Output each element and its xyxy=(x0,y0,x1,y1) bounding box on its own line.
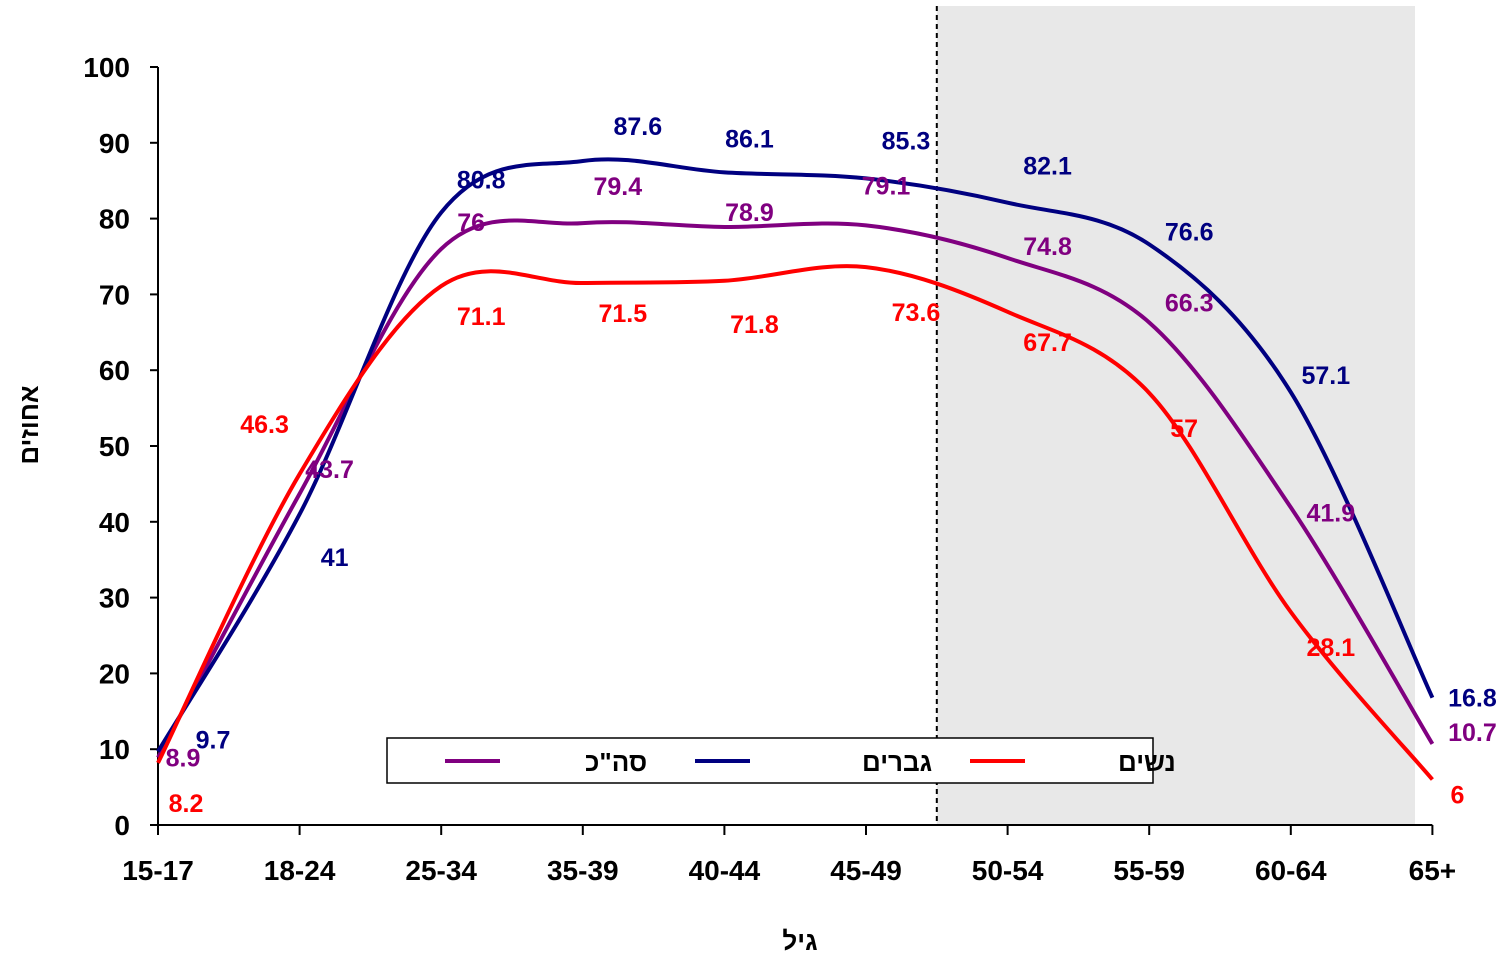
y-tick-label: 30 xyxy=(99,583,130,614)
y-tick-label: 60 xyxy=(99,355,130,386)
data-label: 67.7 xyxy=(1023,329,1072,357)
x-tick-label: 18-24 xyxy=(264,855,336,886)
data-label: 46.3 xyxy=(240,411,289,439)
y-tick-label: 50 xyxy=(99,431,130,462)
legend-label: גברים xyxy=(862,747,932,777)
x-tick-label: 40-44 xyxy=(689,855,761,886)
data-label: 57 xyxy=(1170,415,1198,443)
data-label: 76.6 xyxy=(1165,218,1214,246)
data-label: 73.6 xyxy=(892,299,941,327)
data-label: 78.9 xyxy=(725,199,774,227)
y-tick-label: 10 xyxy=(99,734,130,765)
y-tick-label: 0 xyxy=(114,810,130,841)
x-tick-label: 60-64 xyxy=(1255,855,1327,886)
data-label: 66.3 xyxy=(1165,289,1214,317)
data-label: 6 xyxy=(1450,782,1464,810)
data-label: 16.8 xyxy=(1448,685,1497,713)
legend-label: נשים xyxy=(1118,747,1176,777)
y-tick-label: 40 xyxy=(99,507,130,538)
x-tick-label: 55-59 xyxy=(1113,855,1185,886)
y-tick-label: 20 xyxy=(99,658,130,689)
x-axis-title: גיל xyxy=(782,926,817,956)
data-label: 10.7 xyxy=(1448,719,1497,747)
data-label: 8.2 xyxy=(169,790,204,818)
data-label: 8.9 xyxy=(166,745,201,773)
x-tick-label: 50-54 xyxy=(972,855,1044,886)
y-tick-label: 100 xyxy=(83,52,130,83)
series-lines xyxy=(156,157,1435,781)
series-line-1 xyxy=(156,157,1435,753)
shaded-region xyxy=(936,6,1415,825)
data-label: 86.1 xyxy=(725,125,774,153)
x-axis: 15-17 18-24 25-34 35-39 40-44 45-49 50-54 55-59… xyxy=(122,824,1457,886)
legend-label: סה"כ xyxy=(585,747,647,777)
y-axis-title: אחוזים xyxy=(14,385,44,465)
data-label: 57.1 xyxy=(1301,362,1350,390)
x-tick-label: 45-49 xyxy=(830,855,902,886)
data-label: 85.3 xyxy=(882,127,931,155)
x-tick-label: 15-17 xyxy=(122,855,194,886)
x-tick-label: 25-34 xyxy=(405,855,477,886)
data-label: 43.7 xyxy=(305,456,354,484)
series-line-2 xyxy=(156,264,1434,781)
data-label: 79.1 xyxy=(862,172,911,200)
data-label: 74.8 xyxy=(1023,233,1072,261)
data-label: 71.8 xyxy=(730,311,779,339)
x-tick-label: +56 xyxy=(1409,855,1457,886)
data-label: 9.7 xyxy=(196,726,231,754)
legend: נשים גברים סה"כ xyxy=(386,737,1176,784)
data-label: 71.1 xyxy=(457,303,506,331)
y-tick-label: 90 xyxy=(99,128,130,159)
data-label: 41.9 xyxy=(1306,499,1355,527)
data-label: 80.8 xyxy=(457,167,506,195)
y-tick-label: 70 xyxy=(99,279,130,310)
data-label: 82.1 xyxy=(1023,153,1072,181)
data-label: 76 xyxy=(457,209,485,237)
data-label: 41 xyxy=(321,544,349,572)
series-line-0 xyxy=(156,218,1435,759)
y-tick-label: 80 xyxy=(99,204,130,235)
y-axis: 0 10 20 30 40 50 60 70 80 90 100 xyxy=(83,52,159,841)
legend-box xyxy=(386,737,1154,784)
data-label: 28.1 xyxy=(1306,634,1355,662)
x-tick-label: 35-39 xyxy=(547,855,619,886)
data-label: 71.5 xyxy=(598,300,647,328)
data-labels: 8.9 43.7 76 79.4 78.9 79.1 74.8 66.3 41.9 10.7 9.7… xyxy=(166,113,1497,818)
data-label: 87.6 xyxy=(613,113,662,141)
data-label: 79.4 xyxy=(593,173,642,201)
